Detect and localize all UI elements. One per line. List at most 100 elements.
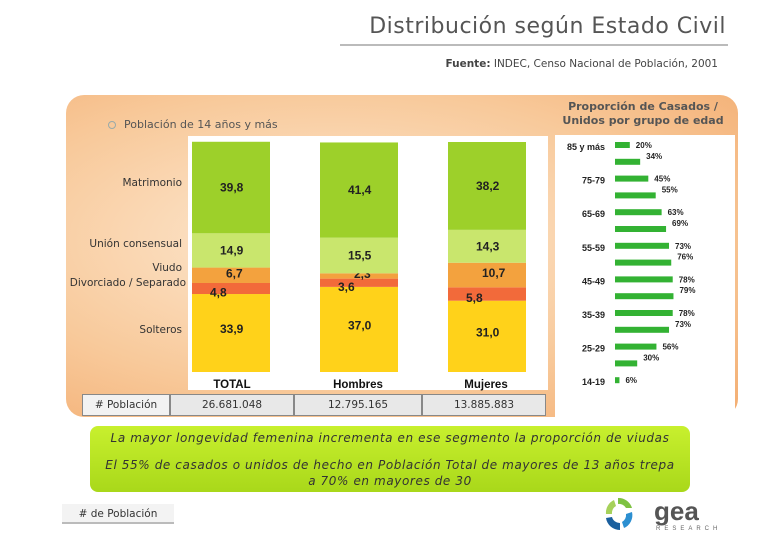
logo-wordmark: gea (654, 496, 699, 526)
age-bar-value-label: 55% (662, 185, 678, 194)
age-bar-value-label: 6% (625, 376, 637, 385)
bullet-icon (108, 121, 116, 129)
bar-value-label: 6,7 (226, 266, 243, 280)
bar-value-label: 38,2 (476, 179, 500, 193)
bar-value-label: 5,8 (466, 291, 483, 305)
bar-value-label: 4,8 (210, 286, 227, 300)
age-category-label: 85 y más (567, 142, 605, 152)
bar-viudo-mujeres (448, 262, 526, 288)
source-label: Fuente: (445, 58, 491, 70)
row-label-divorciado: Divorciado / Separado (69, 277, 186, 289)
table-cell-mujeres: 13.885.883 (422, 394, 546, 416)
bar-divorciado-separado-hombres (320, 278, 398, 287)
bar-divorciado-separado-total (192, 282, 270, 295)
category-label-mujeres: Mujeres (464, 379, 508, 391)
bar-value-label: 14,9 (220, 243, 244, 257)
table-cell-total: 26.681.048 (170, 394, 294, 416)
age-bar (615, 343, 657, 350)
title-underline (340, 44, 728, 46)
bar-value-label: 41,4 (348, 183, 372, 197)
note-line-1: La mayor longevidad femenina incrementa … (110, 431, 670, 445)
source-text: INDEC, Censo Nacional de Población, 2001 (493, 58, 718, 70)
age-bar (615, 377, 620, 384)
bar-matrimonio-total (192, 141, 270, 234)
bar-solteros-total (192, 294, 270, 372)
age-bar (615, 259, 672, 266)
note-line-2: El 55% de casados o unidos de hecho en P… (105, 458, 675, 488)
age-category-label: 35-39 (582, 310, 605, 320)
row-label-matrimonio: Matrimonio (122, 177, 183, 189)
bar-viudo-hombres (320, 273, 398, 279)
bar-uni-n-consensual-total (192, 233, 270, 268)
age-category-label: 14-19 (582, 377, 605, 387)
bar-uni-n-consensual-hombres (320, 237, 398, 274)
age-bar-value-label: 73% (675, 320, 691, 329)
age-category-label: 65-69 (582, 209, 605, 219)
bar-matrimonio-hombres (320, 142, 398, 238)
page-title: Distribución según Estado Civil (369, 14, 726, 39)
table-cell-hombres: 12.795.165 (294, 394, 422, 416)
age-bar-value-label: 45% (654, 175, 670, 184)
bar-matrimonio-mujeres (448, 142, 526, 230)
bar-viudo-total (192, 267, 270, 283)
age-chart-title: Proporción de Casados / Unidos por grupo… (558, 100, 728, 128)
age-bar-value-label: 63% (668, 208, 684, 217)
age-bar-value-label: 73% (675, 242, 691, 251)
age-bar-value-label: 69% (672, 219, 688, 228)
age-category-label: 45-49 (582, 276, 605, 286)
age-bar (615, 360, 638, 367)
age-category-label: 75-79 (582, 176, 605, 186)
bar-value-label: 15,5 (348, 249, 372, 263)
bar-value-label: 14,3 (476, 239, 500, 253)
bar-value-label: 3,6 (338, 280, 355, 294)
source-note: Fuente: INDEC, Censo Nacional de Poblaci… (445, 58, 718, 70)
age-category-label: 25-29 (582, 344, 605, 354)
table-row-label: # Población (82, 394, 170, 416)
age-bar (615, 158, 641, 165)
recycle-logo-icon (605, 497, 633, 531)
category-label-hombres: Hombres (333, 379, 383, 391)
bar-value-label: 37,0 (348, 318, 372, 332)
population-table: # Población 26.681.048 12.795.165 13.885… (82, 394, 546, 416)
row-label-viudo: Viudo (152, 262, 182, 274)
bar-value-label: 31,0 (476, 325, 500, 339)
bar-value-label: 39,8 (220, 181, 244, 195)
age-bar-value-label: 20% (636, 141, 652, 150)
bar-solteros-mujeres (448, 300, 526, 372)
age-bar-value-label: 56% (662, 343, 678, 352)
bar-value-label: 33,9 (220, 322, 244, 336)
footer-label: # de Población (62, 504, 174, 524)
age-bar (615, 175, 649, 182)
age-bar (615, 242, 670, 249)
notes-box (90, 426, 690, 492)
row-label-union: Unión consensual (89, 238, 182, 250)
gea-logo: gea RESEARCH (604, 494, 744, 534)
age-chart-title-line2: Unidos por grupo de edad (562, 114, 724, 127)
logo-subtext: RESEARCH (656, 526, 721, 532)
panel-label: Población de 14 años y más (108, 118, 278, 131)
age-bar-value-label: 30% (643, 353, 659, 362)
age-bar-value-label: 76% (677, 253, 693, 262)
age-bar (615, 192, 656, 199)
bar-uni-n-consensual-mujeres (448, 229, 526, 263)
age-bar (615, 293, 674, 300)
age-bar-value-label: 78% (679, 275, 695, 284)
category-label-total: TOTAL (213, 379, 251, 391)
age-bar (615, 142, 630, 148)
age-chart-title-line1: Proporción de Casados / (568, 100, 718, 113)
age-category-label: 55-59 (582, 243, 605, 253)
panel-label-text: Población de 14 años y más (124, 118, 278, 131)
age-bar (615, 276, 673, 283)
bar-value-label: 10,7 (482, 266, 506, 280)
age-bar (615, 326, 670, 333)
age-bar-value-label: 79% (679, 286, 695, 295)
bar-solteros-hombres (320, 286, 398, 372)
bar-divorciado-separado-mujeres (448, 287, 526, 301)
age-bar (615, 310, 673, 316)
age-bar (615, 226, 667, 232)
age-bar-value-label: 78% (679, 309, 695, 318)
row-label-solteros: Solteros (139, 324, 182, 336)
age-bar-value-label: 34% (646, 152, 662, 161)
